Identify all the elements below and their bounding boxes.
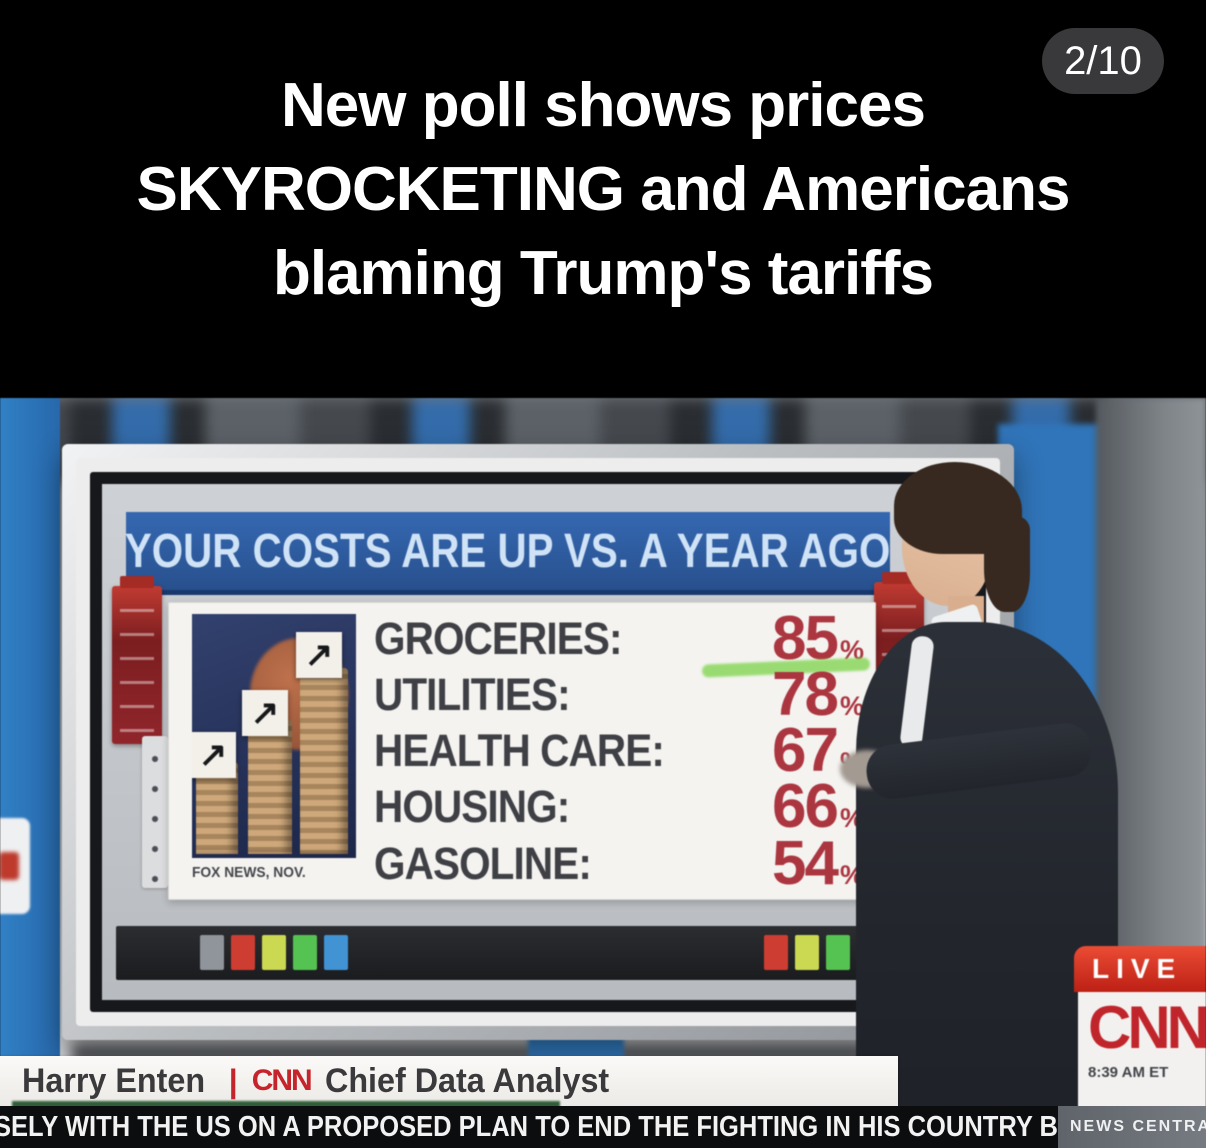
broadcast-timestamp: 8:39 AM ET bbox=[1088, 1064, 1169, 1081]
green-accent-strip bbox=[12, 1101, 560, 1108]
poll-rows: GROCERIES: 85 % UTILITIES: 78 % bbox=[374, 607, 864, 898]
board-title-text: YOUR COSTS ARE UP VS. A YEAR AGO bbox=[125, 524, 891, 578]
poll-row-label: HEALTH CARE: bbox=[374, 725, 665, 776]
poll-value-number: 67 bbox=[772, 716, 839, 785]
color-square bbox=[795, 935, 819, 970]
studio-monitor: YOUR COSTS ARE UP VS. A YEAR AGO ↗ ↗ ↗ F… bbox=[62, 444, 1014, 1040]
poll-row-health-care: HEALTH CARE: 67 % bbox=[374, 716, 864, 785]
up-right-arrow-icon: ↗ bbox=[304, 636, 334, 674]
live-badge: LIVE bbox=[1074, 946, 1206, 992]
arrow-tile: ↗ bbox=[192, 732, 236, 778]
poll-row-label: HOUSING: bbox=[374, 781, 570, 833]
color-square bbox=[200, 935, 224, 970]
poll-row-utilities: UTILITIES: 78 % bbox=[374, 659, 864, 729]
poll-row-label: GROCERIES: bbox=[374, 612, 622, 664]
poll-row-groceries: GROCERIES: 85 % bbox=[374, 607, 864, 669]
headline-line-1: New poll shows prices bbox=[281, 71, 926, 140]
color-square bbox=[764, 935, 788, 970]
board-title-bar: YOUR COSTS ARE UP VS. A YEAR AGO bbox=[125, 512, 891, 595]
poll-row-label: GASOLINE: bbox=[374, 837, 592, 889]
arrow-tile: ↗ bbox=[296, 632, 342, 678]
red-banner-left bbox=[112, 576, 162, 744]
ticker-text: SELY WITH THE US ON A PROPOSED PLAN TO E… bbox=[0, 1110, 1074, 1143]
network-logo-box: CNN 8:39 AM ET bbox=[1078, 992, 1206, 1120]
cnn-logo-small: CNN bbox=[251, 1064, 313, 1097]
post-headline: New poll shows prices SKYROCKETING and A… bbox=[0, 64, 1206, 316]
poll-row-label: UTILITIES: bbox=[374, 668, 571, 720]
up-right-arrow-icon: ↗ bbox=[250, 694, 280, 732]
presenter-name: Harry Enten bbox=[22, 1061, 206, 1100]
coin-stack bbox=[248, 720, 292, 854]
news-ticker: SELY WITH THE US ON A PROPOSED PLAN TO E… bbox=[0, 1106, 1206, 1148]
poll-source: FOX NEWS, NOV. bbox=[192, 864, 306, 881]
ticker-program-label: NEWS CENTRAL bbox=[1058, 1106, 1206, 1148]
presenter bbox=[0, 398, 1206, 1148]
presenter-suit bbox=[856, 622, 1118, 1148]
poll-row-value: 78 % bbox=[704, 659, 864, 729]
separator: | bbox=[228, 1062, 238, 1099]
up-right-arrow-icon: ↗ bbox=[198, 736, 228, 774]
cnn-logo: CNN bbox=[1088, 994, 1206, 1061]
coins-photo: ↗ ↗ ↗ bbox=[192, 614, 356, 858]
color-square bbox=[293, 935, 317, 970]
poll-value-number: 66 bbox=[772, 772, 839, 842]
color-square bbox=[826, 935, 850, 970]
presenter-role: Chief Data Analyst bbox=[324, 1061, 609, 1100]
headline-line-3: blaming Trump's tariffs bbox=[272, 239, 934, 308]
page-indicator-badge: 2/10 bbox=[1042, 28, 1164, 94]
coffee-cup bbox=[0, 818, 30, 914]
dotted-strip-left bbox=[142, 736, 168, 888]
presenter-hair-back bbox=[984, 516, 1030, 612]
post-header: New poll shows prices SKYROCKETING and A… bbox=[0, 0, 1206, 398]
arrow-tile: ↗ bbox=[242, 690, 288, 736]
monitor-screen: YOUR COSTS ARE UP VS. A YEAR AGO ↗ ↗ ↗ F… bbox=[102, 484, 974, 1000]
coin-stack bbox=[300, 668, 348, 854]
poll-value-number: 78 bbox=[772, 659, 839, 729]
color-square bbox=[324, 935, 348, 970]
color-squares-left bbox=[200, 935, 348, 970]
headline-line-2: SKYROCKETING and Americans bbox=[136, 155, 1071, 224]
broadcast-video-frame: YOUR COSTS ARE UP VS. A YEAR AGO ↗ ↗ ↗ F… bbox=[0, 398, 1206, 1148]
studio-blue-wall-left bbox=[0, 398, 60, 1076]
poll-value-number: 54 bbox=[772, 828, 839, 898]
color-square bbox=[231, 935, 255, 970]
poll-panel: ↗ ↗ ↗ FOX NEWS, NOV. GROCERIES: 85 % UTI… bbox=[168, 602, 876, 900]
color-square bbox=[262, 935, 286, 970]
lower-third-banner: Harry Enten | CNN Chief Data Analyst bbox=[0, 1056, 898, 1106]
